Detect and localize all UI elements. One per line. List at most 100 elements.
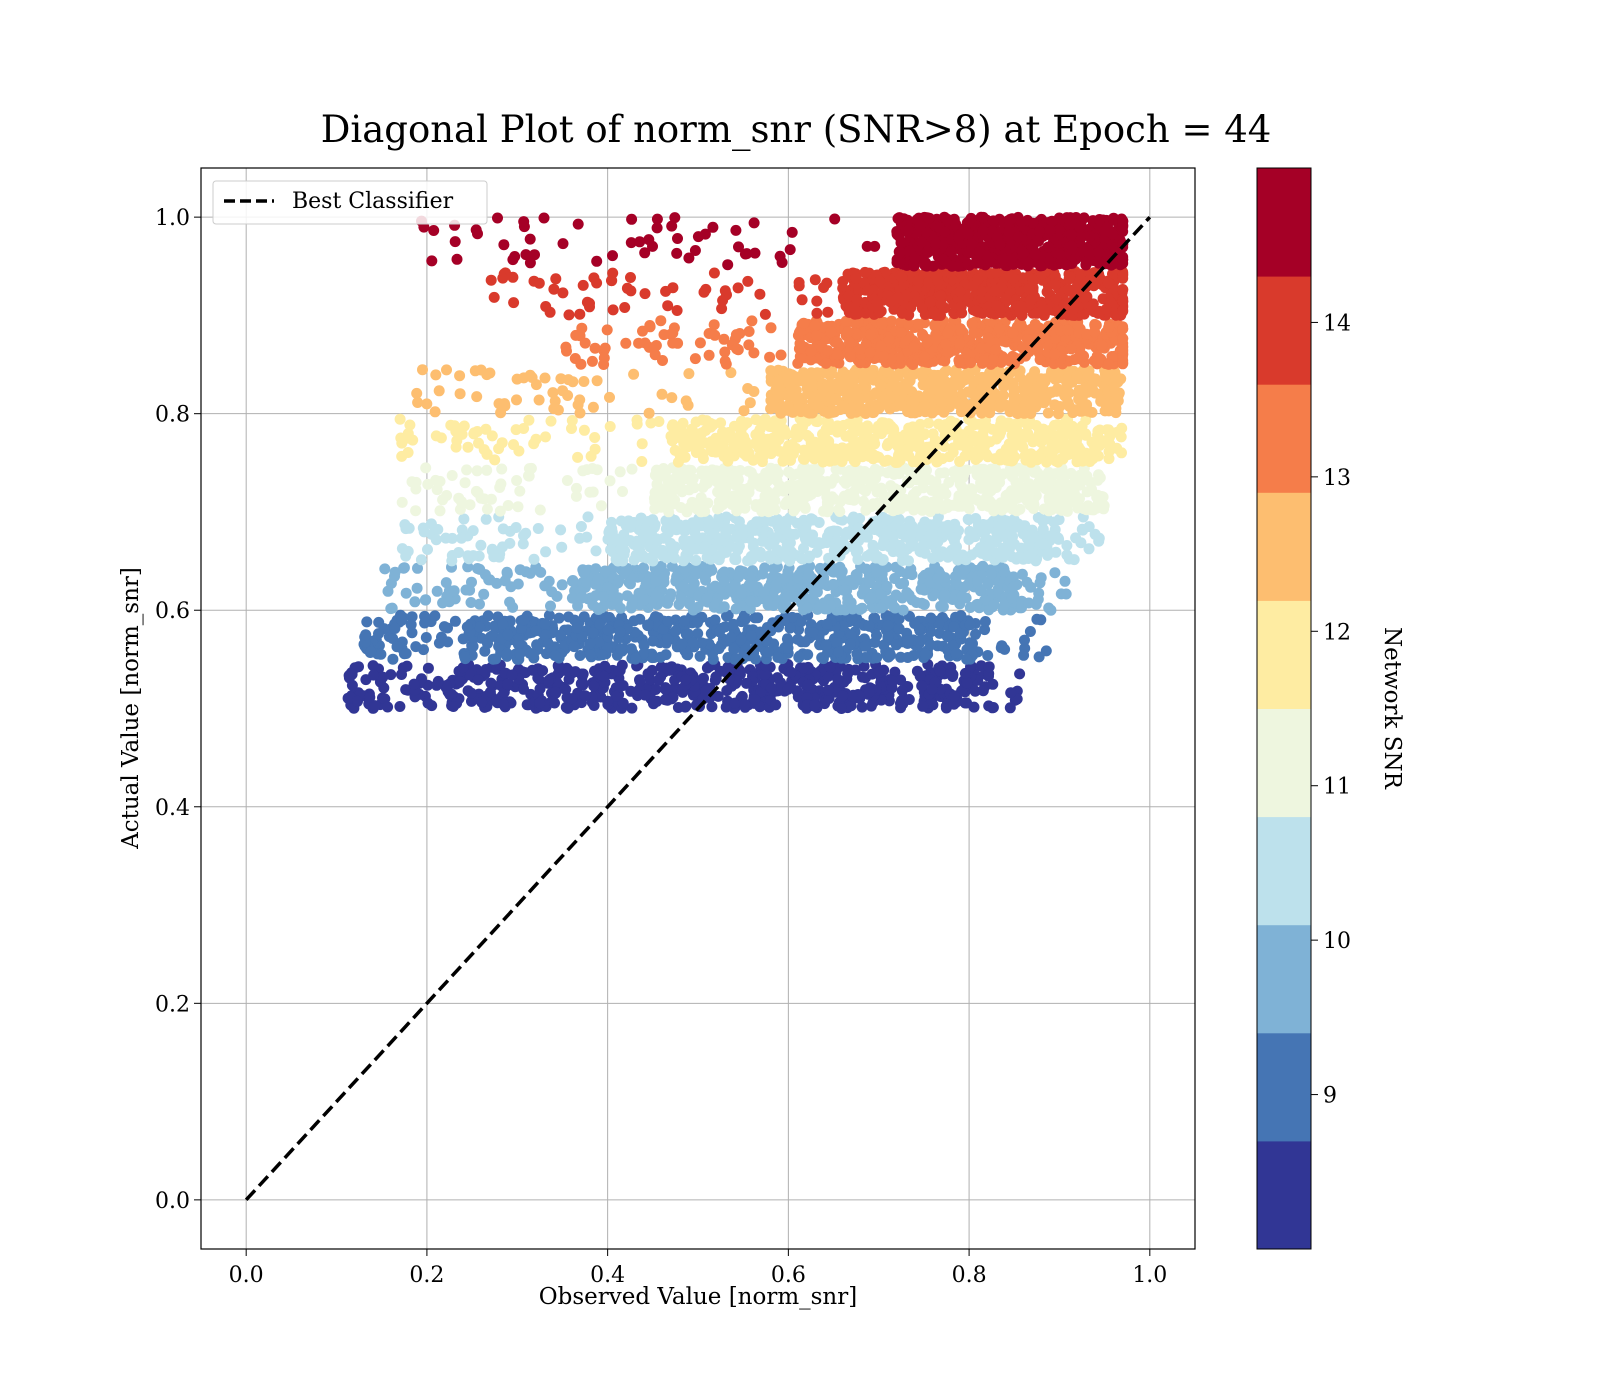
data-point [831, 426, 843, 438]
data-point [471, 465, 483, 477]
data-point [854, 513, 866, 524]
data-point [628, 368, 640, 380]
data-point [844, 351, 856, 363]
data-point [853, 392, 865, 404]
data-point [785, 454, 796, 466]
data-point [732, 544, 744, 556]
data-point [606, 535, 618, 547]
data-point [1061, 549, 1073, 561]
data-point [638, 562, 649, 574]
data-point [391, 641, 403, 653]
data-point [364, 691, 376, 703]
data-point [403, 432, 415, 444]
data-point [784, 622, 796, 634]
data-point [400, 550, 412, 562]
data-point [1007, 327, 1019, 339]
data-point [627, 594, 638, 606]
data-point [494, 482, 506, 493]
data-point [865, 700, 877, 712]
data-point [949, 374, 961, 386]
data-point [1034, 354, 1046, 366]
data-point [1080, 428, 1092, 440]
data-point [475, 364, 487, 376]
point-band-2 [358, 609, 1052, 665]
data-point [879, 455, 891, 467]
data-point [869, 438, 881, 450]
data-point [643, 619, 654, 631]
data-point [916, 680, 928, 692]
data-point [772, 651, 784, 663]
data-point [400, 648, 412, 659]
data-point [822, 670, 834, 682]
data-point [662, 615, 674, 627]
data-point [803, 569, 815, 580]
data-point [400, 587, 412, 599]
data-point [833, 646, 844, 658]
data-point [751, 516, 762, 528]
data-point [765, 682, 777, 694]
data-point [871, 630, 882, 641]
data-point [643, 532, 655, 544]
data-point [999, 518, 1011, 530]
data-point [563, 611, 574, 623]
data-point [745, 630, 757, 642]
data-point [675, 484, 687, 496]
data-point [981, 550, 993, 562]
data-point [755, 476, 767, 488]
data-point [888, 601, 900, 613]
data-point [437, 597, 449, 609]
data-point [667, 419, 679, 431]
data-point [979, 616, 991, 627]
data-point [387, 653, 399, 665]
data-point [745, 467, 757, 479]
data-point [554, 629, 566, 641]
data-point [682, 399, 694, 411]
data-point [823, 503, 835, 515]
data-point [964, 489, 976, 501]
data-point [937, 396, 948, 408]
data-point [915, 634, 927, 646]
data-point [662, 633, 674, 645]
data-point [781, 591, 793, 603]
data-point [995, 642, 1007, 654]
data-point [1104, 438, 1116, 450]
data-point [534, 683, 546, 695]
data-point [556, 579, 568, 591]
data-point [646, 664, 658, 676]
data-point [575, 521, 587, 532]
data-point [497, 618, 509, 630]
data-point [625, 602, 637, 614]
data-point [497, 541, 508, 553]
data-point [1051, 385, 1062, 397]
data-point [678, 615, 690, 627]
data-point [954, 338, 965, 349]
data-point [842, 472, 854, 484]
data-point [814, 441, 826, 453]
data-point [897, 385, 909, 397]
data-point [789, 528, 801, 540]
data-point [1030, 598, 1042, 610]
data-point [780, 515, 792, 527]
data-point [798, 542, 809, 554]
data-point [1095, 395, 1107, 407]
data-point [1013, 551, 1024, 563]
data-point [1081, 366, 1093, 378]
data-point [487, 630, 499, 641]
data-point [908, 341, 920, 353]
data-point [430, 369, 442, 381]
data-point [903, 555, 914, 567]
data-point [778, 573, 790, 585]
data-point [699, 466, 711, 478]
data-point [871, 652, 883, 664]
data-point [462, 561, 474, 573]
data-point [440, 577, 452, 589]
data-point [625, 685, 637, 697]
data-point [736, 587, 748, 599]
data-point [615, 602, 626, 614]
data-point [927, 530, 939, 542]
data-point [654, 501, 665, 513]
data-point [1027, 532, 1039, 543]
data-point [993, 323, 1005, 335]
data-point [675, 592, 687, 603]
data-point [799, 502, 811, 514]
